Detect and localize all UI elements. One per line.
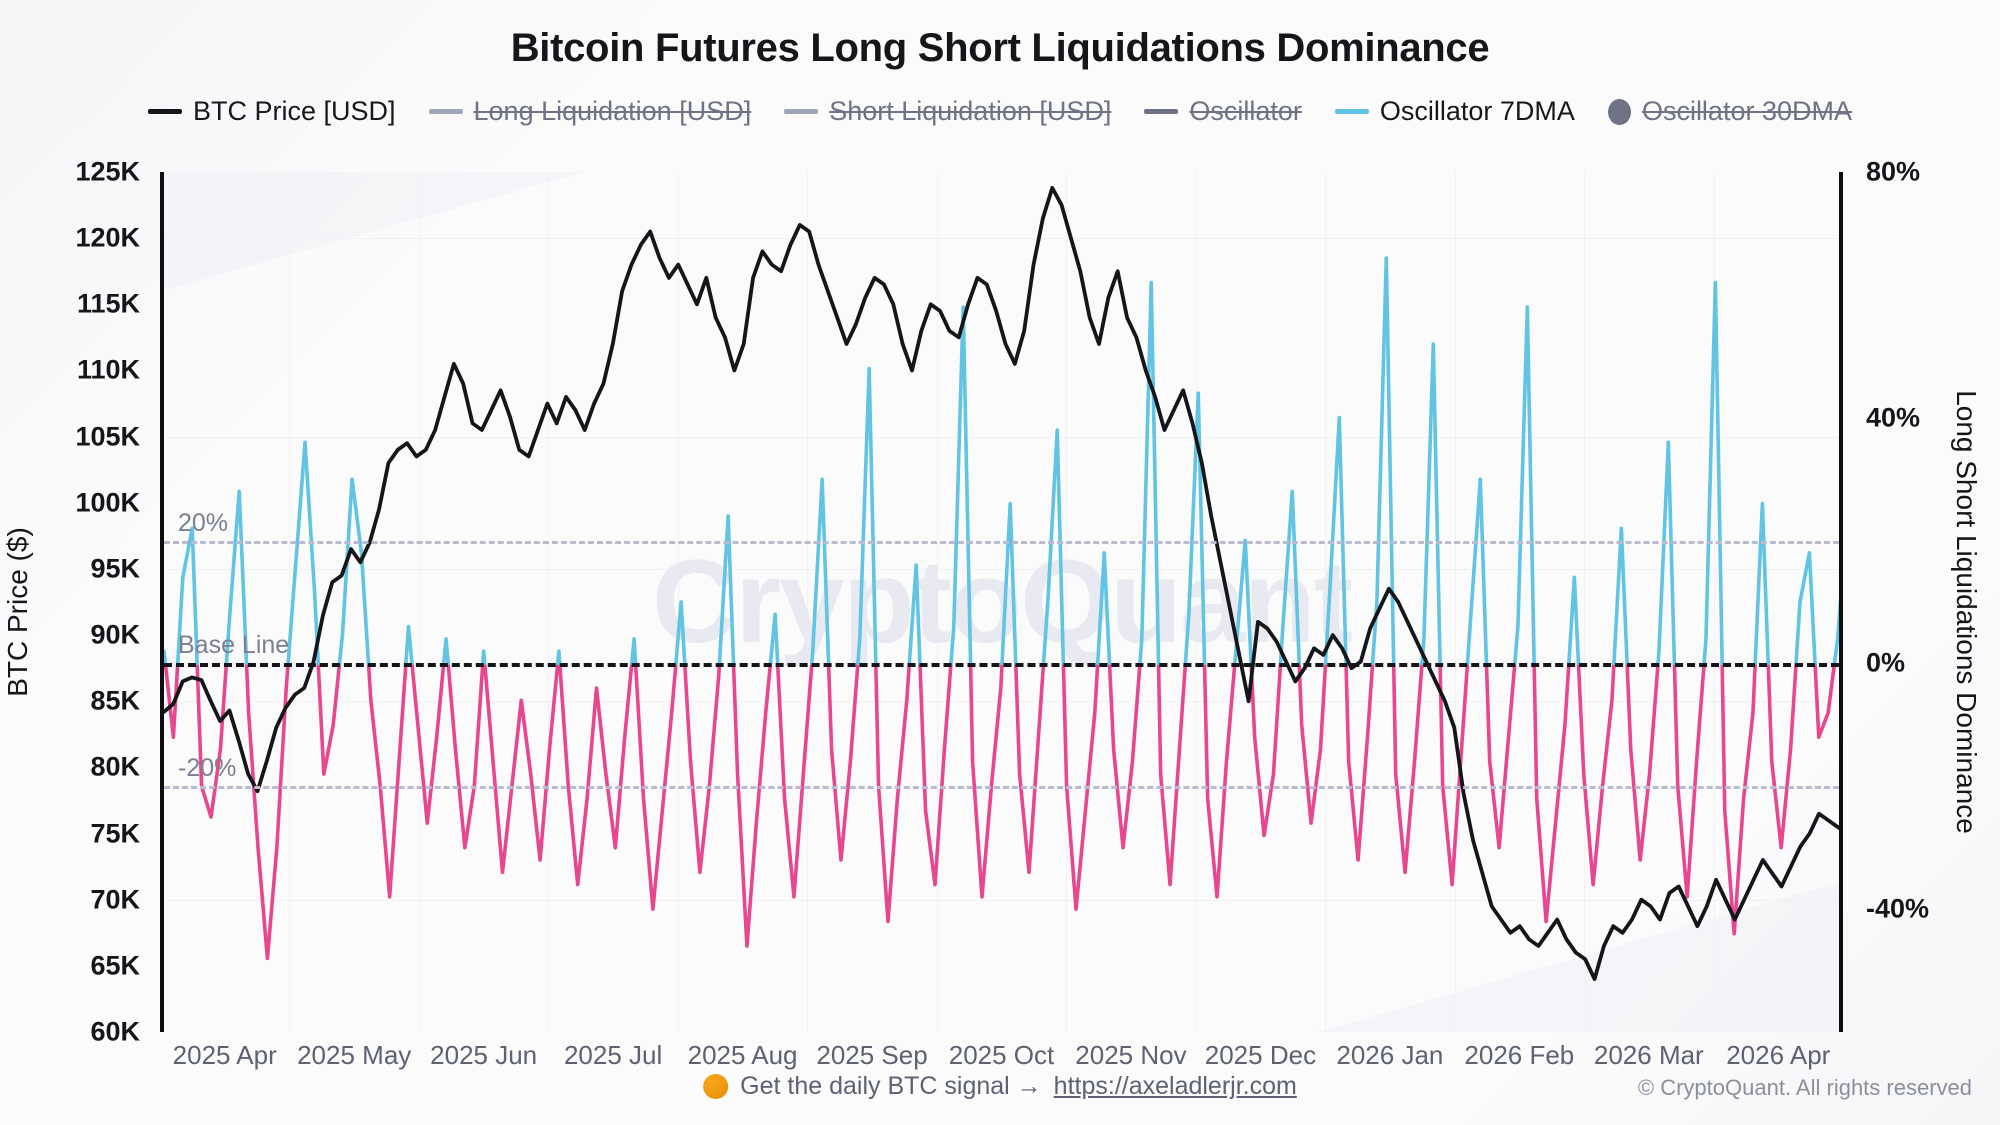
legend-item-0[interactable]: BTC Price [USD] [147,96,396,127]
left-tick-label: 70K [90,884,140,915]
gridline-1 [164,436,1839,438]
legend-line-icon [428,109,463,114]
reference-label-lower: -20% [178,754,237,783]
cta-text: Get the daily BTC signal → [740,1072,1042,1100]
left-tick-label: 100K [75,487,140,518]
legend-item-label: Oscillator 7DMA [1379,96,1575,126]
series-canvas [164,185,1839,981]
right-tick-label: 0% [1866,647,1906,678]
left-tick-label: 90K [90,619,140,650]
left-tick-label: 80K [90,751,140,782]
x-tick-mark [1713,172,1715,1032]
chart-legend: BTC Price [USD] Long Liquidation [USD] Sho… [0,96,2000,127]
page-title: Bitcoin Futures Long Short Liquidations … [510,26,1490,70]
legend-item-label: BTC Price [USD] [192,96,396,126]
x-tick-mark [677,172,679,1032]
x-tick-label: 2025 Jun [430,1040,538,1070]
legend-line-icon [147,109,182,114]
plot-area: CryptoQuant 20% Base Line -20% [160,172,1843,1032]
oscillator-7dma-positive-path [164,256,1839,666]
legend-item-label: Oscillator [1189,96,1302,126]
legend-item-4[interactable]: Oscillator 7DMA [1334,96,1575,127]
x-tick-mark [1454,172,1456,1032]
x-tick-mark [1195,172,1197,1032]
left-tick-label: 105K [75,421,140,452]
x-tick-label: 2026 Feb [1464,1040,1575,1070]
x-tick-mark [1325,172,1327,1032]
x-tick-label: 2025 Apr [172,1040,277,1070]
left-tick-label: 95K [90,553,140,584]
x-tick-label: 2026 Mar [1593,1040,1704,1070]
x-tick-mark [1584,172,1586,1032]
right-axis-title: Long Short Liquidations Dominance [1951,390,1982,834]
x-tick-mark [936,172,938,1032]
right-tick-label: -40% [1866,893,1930,924]
gridline-2 [164,568,1839,570]
x-tick-label: 2026 Apr [1726,1040,1831,1070]
legend-item-label: Oscillator 30DMA [1641,96,1852,126]
left-tick-label: 65K [90,950,140,981]
legend-item-2[interactable]: Short Liquidation [USD] [784,96,1111,127]
legend-dot-icon [1607,98,1631,125]
footer: Get the daily BTC signal → https://axela… [0,1072,2000,1116]
legend-item-label: Short Liquidation [USD] [829,96,1112,126]
x-tick-label: 2025 Dec [1204,1040,1317,1070]
oscillator-7dma-negative-path [164,661,1837,961]
right-tick-label: 80% [1866,156,1921,187]
legend-item-1[interactable]: Long Liquidation [USD] [428,96,752,127]
x-tick-label: 2025 Sep [816,1040,928,1070]
legend-line-icon [1334,109,1369,114]
gridline-3 [164,701,1839,703]
gridline-4 [164,899,1839,901]
left-tick-label: 85K [90,685,140,716]
left-tick-label: 75K [90,818,140,849]
legend-item-3[interactable]: Oscillator [1144,96,1302,127]
legend-item-label: Long Liquidation [USD] [473,96,752,126]
reference-line-base [164,663,1839,668]
left-tick-label: 125K [75,156,140,187]
x-tick-mark [807,172,809,1032]
reference-label-base: Base Line [178,631,290,660]
x-tick-label: 2025 Aug [687,1040,798,1070]
plot-inner: CryptoQuant 20% Base Line -20% [164,172,1839,1032]
btc-price-path [164,185,1839,981]
reference-line-upper [164,540,1839,544]
left-tick-label: 60K [90,1016,140,1047]
x-tick-label: 2025 Jul [563,1040,663,1070]
cta-link[interactable]: https://axeladlerjr.com [1053,1072,1297,1100]
left-tick-label: 120K [75,222,140,253]
left-tick-label: 110K [76,354,140,385]
copyright-notice: © CryptoQuant. All rights reserved [1637,1075,1972,1100]
legend-line-icon [1144,109,1179,114]
cta-banner[interactable]: Get the daily BTC signal → https://axela… [703,1072,1297,1101]
x-tick-mark [289,172,291,1032]
x-tick-label: 2025 Nov [1075,1040,1187,1070]
gridline-0 [164,238,1839,240]
reference-line-lower [164,786,1839,790]
legend-item-5[interactable]: Oscillator 30DMA [1607,96,1852,127]
x-tick-label: 2026 Jan [1336,1040,1444,1070]
x-tick-mark [1066,172,1068,1032]
reference-label-upper: 20% [178,508,229,537]
bitcoin-coin-icon [703,1074,729,1099]
legend-line-icon [784,109,819,114]
x-tick-mark [418,172,420,1032]
x-tick-label: 2025 Oct [948,1040,1055,1070]
right-tick-label: 40% [1866,402,1921,433]
x-tick-mark [548,172,550,1032]
left-tick-label: 115K [76,288,140,319]
x-tick-label: 2025 May [297,1040,412,1070]
